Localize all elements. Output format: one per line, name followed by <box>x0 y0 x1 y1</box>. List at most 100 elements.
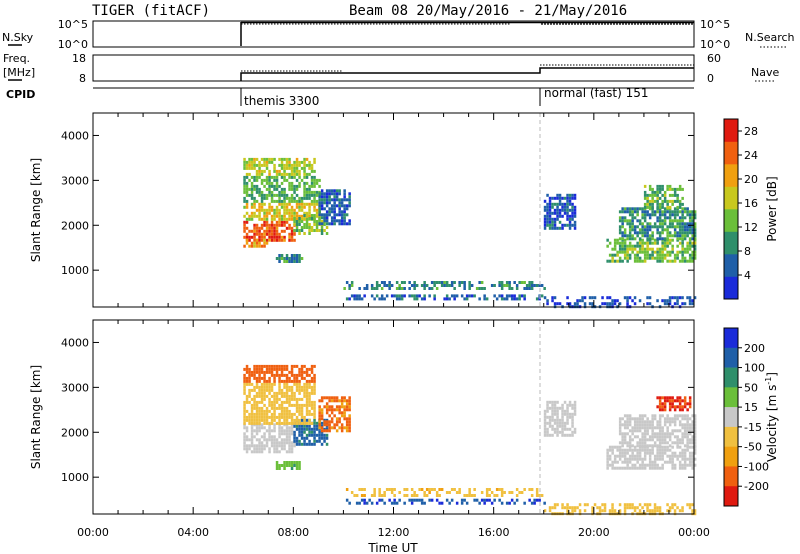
heatmap-cell <box>678 408 682 412</box>
heatmap-cell <box>551 296 554 300</box>
heatmap-cell <box>638 241 642 245</box>
heatmap-cell <box>323 229 326 232</box>
heatmap-cell <box>290 394 294 398</box>
heatmap-cell <box>653 463 657 467</box>
heatmap-cell <box>300 424 304 428</box>
heatmap-cell <box>546 430 549 434</box>
heatmap-cell <box>245 382 249 386</box>
heatmap-cell <box>558 421 562 425</box>
heatmap-cell <box>255 370 259 374</box>
heatmap-cell <box>643 414 647 418</box>
heatmap-cell <box>288 441 291 445</box>
heatmap-cell <box>683 405 687 409</box>
heatmap-cell <box>255 175 259 179</box>
heatmap-cell <box>340 399 344 403</box>
heatmap-cell <box>245 175 249 179</box>
heatmap-cell <box>683 466 687 470</box>
heatmap-cell <box>265 388 269 392</box>
heatmap-cell <box>556 196 559 200</box>
heatmap-cell <box>250 175 254 179</box>
heatmap-cell <box>250 160 254 164</box>
heatmap-cell <box>618 225 622 229</box>
heatmap-cell <box>676 457 679 461</box>
heatmap-cell <box>270 175 274 179</box>
heatmap-cell <box>673 429 677 433</box>
heatmap-cell <box>628 435 632 439</box>
heatmap-cell <box>245 232 249 236</box>
heatmap-cell <box>553 220 557 224</box>
heatmap-cell <box>573 220 577 224</box>
heatmap-cell <box>283 444 286 448</box>
heatmap-cell <box>295 211 299 215</box>
heatmap-cell <box>245 202 249 206</box>
heatmap-cell <box>298 205 301 209</box>
heatmap-cell <box>348 284 351 287</box>
heatmap-cell <box>618 448 622 452</box>
heatmap-cell <box>325 423 329 427</box>
heatmap-cell <box>661 432 664 436</box>
heatmap-cell <box>553 226 557 230</box>
heatmap-cell <box>626 506 629 510</box>
heatmap-cell <box>551 418 554 422</box>
heatmap-cell <box>571 418 574 422</box>
heatmap-cell <box>626 414 629 418</box>
heatmap-cell <box>273 193 276 197</box>
heatmap-cell <box>300 409 304 413</box>
heatmap-cell <box>300 397 304 401</box>
heatmap-cell <box>566 412 569 416</box>
heatmap-cell <box>278 450 281 454</box>
heatmap-cell <box>631 426 634 430</box>
heatmap-cell <box>345 207 349 211</box>
heatmap-cell <box>651 451 654 455</box>
heatmap-cell <box>340 222 344 226</box>
heatmap-cell <box>628 210 632 214</box>
heatmap-cell <box>691 231 694 235</box>
heatmap-cell <box>663 196 667 200</box>
heatmap-cell <box>320 189 324 193</box>
heatmap-cell <box>255 418 259 422</box>
heatmap-cell <box>573 506 577 510</box>
heatmap-cell <box>258 160 261 164</box>
heatmap-cell <box>623 244 627 248</box>
heatmap-cell <box>310 178 314 182</box>
heatmap-cell <box>566 211 569 215</box>
nsearch-tick-top: 10^5 <box>700 18 730 31</box>
heatmap-cell <box>280 190 284 194</box>
heatmap-cell <box>258 226 261 230</box>
heatmap-cell <box>330 222 334 226</box>
heatmap-cell <box>460 294 464 298</box>
heatmap-cell <box>243 184 246 188</box>
heatmap-cell <box>328 222 331 226</box>
heatmap-cell <box>603 503 607 507</box>
heatmap-cell <box>693 463 697 467</box>
heatmap-cell <box>668 438 672 442</box>
heatmap-cell <box>678 445 682 449</box>
heatmap-cell <box>651 429 654 433</box>
heatmap-cell <box>671 213 674 217</box>
heatmap-cell <box>621 207 624 211</box>
heatmap-cell <box>693 432 697 436</box>
heatmap-cell <box>265 415 269 419</box>
heatmap-cell <box>688 259 692 263</box>
heatmap-cell <box>546 415 549 419</box>
heatmap-cell <box>288 397 291 401</box>
heatmap-cell <box>243 388 246 392</box>
heatmap-cell <box>373 491 376 494</box>
heatmap-cell <box>313 412 316 416</box>
heatmap-cell <box>681 302 684 306</box>
heatmap-cell <box>333 189 336 193</box>
heatmap-cell <box>328 192 331 196</box>
heatmap-cell <box>290 461 294 464</box>
heatmap-cell <box>613 466 617 470</box>
heatmap-cell <box>671 193 674 197</box>
heatmap-cell <box>325 396 329 400</box>
heatmap-cell <box>255 406 259 410</box>
heatmap-cell <box>546 220 549 224</box>
heatmap-cell <box>648 438 652 442</box>
heatmap-cell <box>300 202 304 206</box>
heatmap-cell <box>310 217 314 220</box>
heatmap-cell <box>548 196 552 200</box>
heatmap-cell <box>293 211 296 215</box>
heatmap-cell <box>661 396 664 400</box>
heatmap-cell <box>283 202 286 206</box>
